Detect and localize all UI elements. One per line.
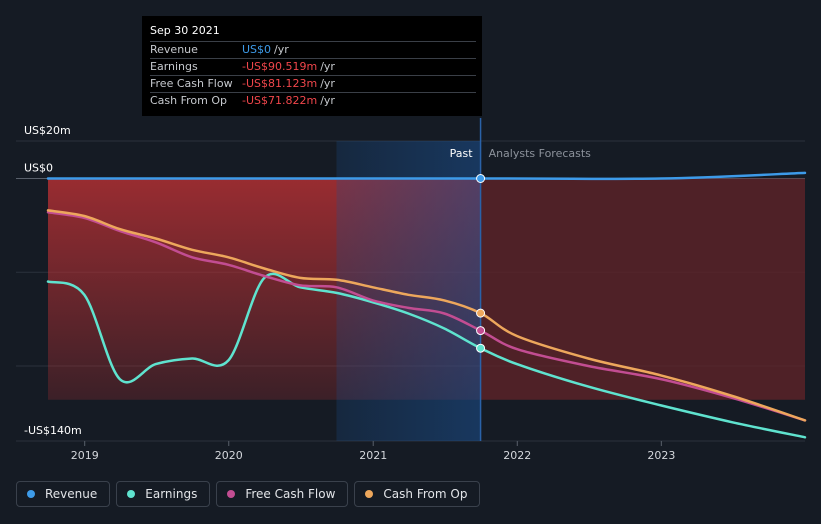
legend: Revenue Earnings Free Cash Flow Cash From O…	[16, 481, 481, 507]
legend-dot-icon	[365, 490, 374, 498]
tooltip-date: Sep 30 2021	[150, 24, 220, 37]
legend-item-revenue[interactable]: Revenue	[16, 481, 111, 507]
x-tick-label: 2019	[71, 449, 99, 462]
tooltip-row-unit: /yr	[320, 60, 335, 73]
legend-dot-icon	[27, 490, 35, 498]
free-cash-flow-marker	[476, 326, 486, 336]
tooltip-row-value: -US$90.519m	[242, 60, 318, 73]
tooltip-row-unit: /yr	[320, 94, 335, 107]
tooltip-row-unit: /yr	[274, 43, 289, 56]
x-tick-label: 2023	[647, 449, 675, 462]
tooltip-row-label: Free Cash Flow	[150, 77, 233, 90]
legend-dot-icon	[127, 490, 136, 498]
legend-item-cash-from-op[interactable]: Cash From Op	[354, 481, 481, 507]
earnings-marker	[476, 343, 486, 353]
x-tick-label: 2020	[215, 449, 243, 462]
legend-label: Cash From Op	[383, 487, 468, 501]
tooltip-rows: Revenue US$0/yr Earnings -US$90.519m/yr Free…	[150, 41, 476, 109]
tooltip-row-value: -US$81.123m	[242, 77, 318, 90]
legend-dot-icon	[227, 490, 236, 498]
series-lines	[46, 171, 807, 439]
tooltip-row: Revenue US$0/yr	[150, 41, 476, 58]
tooltip-row: Free Cash Flow -US$81.123m/yr	[150, 75, 476, 92]
revenue-line	[46, 171, 807, 181]
tooltip: Sep 30 2021 Revenue US$0/yr Earnings -US$90…	[142, 16, 482, 116]
line-chart: US$20m US$0 -US$140m 2019 2020 2021 2022 2023 Pa…	[16, 118, 807, 462]
y-tick-label: -US$140m	[24, 424, 82, 437]
cash-from-op-marker	[476, 308, 486, 318]
x-tick-label: 2022	[503, 449, 531, 462]
legend-label: Revenue	[45, 487, 98, 501]
tooltip-row: Cash From Op -US$71.822m/yr	[150, 92, 476, 109]
legend-item-earnings[interactable]: Earnings	[116, 481, 211, 507]
tooltip-row-label: Cash From Op	[150, 94, 228, 107]
tooltip-row-label: Revenue	[150, 43, 198, 56]
tooltip-row-value: US$0	[242, 43, 272, 56]
cash-from-op-line	[46, 209, 807, 422]
earnings-area	[48, 178, 805, 400]
tooltip-row-unit: /yr	[320, 77, 335, 90]
y-tick-label: US$20m	[24, 124, 71, 137]
tooltip-row: Earnings -US$90.519m/yr	[150, 58, 476, 75]
revenue-marker	[476, 174, 486, 183]
past-label: Past	[450, 147, 474, 160]
past-highlight-band	[336, 118, 482, 441]
forecast-label: Analysts Forecasts	[489, 147, 592, 160]
axis-labels: US$20m US$0 -US$140m 2019 2020 2021 2022 2023 Pa…	[24, 124, 675, 462]
series-markers	[476, 174, 486, 353]
earnings-line	[46, 272, 807, 439]
legend-label: Earnings	[145, 487, 198, 501]
tooltip-row-value: -US$71.822m	[242, 94, 318, 107]
legend-label: Free Cash Flow	[245, 487, 336, 501]
x-tick-label: 2021	[359, 449, 387, 462]
y-tick-label: US$0	[24, 162, 53, 175]
tooltip-row-label: Earnings	[150, 60, 198, 73]
legend-item-free-cash-flow[interactable]: Free Cash Flow	[216, 481, 349, 507]
forecast-area	[480, 178, 805, 400]
free-cash-flow-line	[46, 211, 807, 422]
highlight-band	[336, 141, 481, 441]
